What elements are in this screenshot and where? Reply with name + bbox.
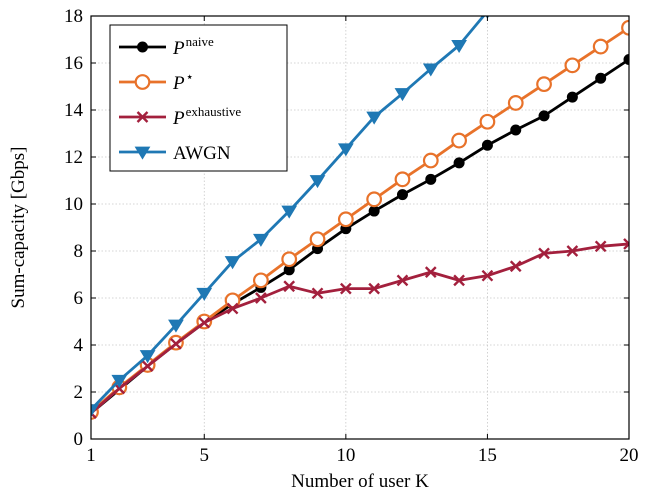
- data-point: [255, 292, 267, 304]
- data-point: [198, 316, 211, 329]
- data-point: [283, 280, 296, 293]
- data-point: [309, 175, 326, 189]
- y-tick-label: 4: [74, 335, 84, 356]
- data-point: [510, 124, 522, 136]
- data-point: [168, 319, 184, 333]
- legend-label-superscript: ⋆: [186, 69, 194, 84]
- axes: [90, 15, 630, 440]
- x-axis-title: Number of user K: [291, 471, 429, 492]
- data-point: [226, 302, 239, 315]
- data-point: [564, 57, 581, 74]
- x-tick-label: 20: [620, 445, 639, 466]
- data-point: [170, 337, 182, 350]
- y-tick-label: 2: [74, 382, 84, 403]
- legend-marker: [136, 111, 149, 123]
- data-point: [507, 95, 524, 111]
- data-point: [396, 189, 408, 201]
- legend-label-main: P: [172, 108, 185, 129]
- x-tick-label: 5: [200, 445, 210, 466]
- data-point: [422, 152, 439, 169]
- data-point: [451, 39, 467, 53]
- data-point: [595, 72, 607, 84]
- data-point: [337, 143, 354, 157]
- data-point: [368, 205, 380, 217]
- data-point: [311, 287, 324, 300]
- data-point: [623, 238, 629, 250]
- data-point: [538, 110, 550, 122]
- data-point: [481, 269, 494, 282]
- data-point: [538, 247, 550, 260]
- data-point: [224, 256, 241, 270]
- data-point: [368, 282, 381, 295]
- data-point: [281, 251, 298, 268]
- data-point: [592, 38, 609, 55]
- legend-marker: [137, 41, 148, 53]
- y-tick-label: 10: [64, 194, 83, 215]
- data-point: [453, 157, 465, 169]
- data-point: [196, 287, 213, 301]
- data-point: [281, 205, 298, 219]
- data-point: [141, 360, 154, 372]
- legend-label: P⋆: [172, 69, 194, 94]
- legend-marker: [134, 74, 151, 90]
- data-point: [481, 139, 493, 151]
- legend-label-superscript: naive: [186, 34, 214, 49]
- legend-label: Pnaive: [172, 34, 214, 59]
- data-point: [536, 76, 552, 93]
- data-point: [366, 111, 383, 125]
- x-tick-label: 1: [86, 445, 96, 466]
- legend-label: AWGN: [173, 143, 231, 164]
- data-point: [453, 274, 465, 287]
- y-tick-label: 16: [64, 53, 83, 74]
- legend-label-main: AWGN: [173, 143, 231, 164]
- y-axis-title: Sum-capacity [Gbps]: [8, 147, 29, 309]
- data-point: [566, 91, 578, 103]
- plot-series: [91, 16, 629, 420]
- legend-label-superscript: exhaustive: [186, 104, 242, 119]
- x-tick-label: 15: [478, 445, 497, 466]
- data-point: [451, 132, 468, 149]
- legend-label-main: P: [172, 73, 185, 94]
- y-tick-label: 18: [64, 6, 83, 27]
- data-point: [309, 231, 326, 248]
- data-point: [139, 350, 156, 364]
- y-tick-label: 8: [74, 241, 84, 262]
- x-tick-label: 10: [336, 445, 355, 466]
- data-point: [422, 63, 439, 77]
- data-point: [366, 191, 383, 208]
- data-point: [337, 211, 354, 228]
- data-point: [394, 88, 411, 102]
- plot-frame: [90, 15, 630, 440]
- data-point: [425, 173, 437, 185]
- data-point: [594, 240, 607, 253]
- y-tick-label: 14: [64, 100, 84, 121]
- data-point: [396, 274, 409, 287]
- y-tick-label: 0: [74, 429, 84, 450]
- data-point: [566, 245, 579, 257]
- data-point: [91, 404, 99, 418]
- data-point: [424, 266, 437, 278]
- legend-marker: [134, 146, 151, 160]
- data-point: [623, 53, 629, 65]
- y-tick-label: 12: [64, 147, 83, 168]
- data-point: [252, 272, 269, 289]
- series-2: [91, 238, 629, 419]
- series-3: [91, 16, 490, 418]
- data-point: [621, 19, 629, 36]
- data-point: [339, 282, 352, 295]
- data-point: [111, 374, 128, 388]
- data-point: [394, 171, 411, 188]
- legend-label: Pexhaustive: [172, 104, 241, 129]
- data-point: [509, 260, 522, 273]
- data-point: [479, 113, 496, 130]
- data-point: [253, 233, 269, 247]
- y-tick-label: 6: [74, 288, 84, 309]
- legend-label-main: P: [172, 38, 185, 59]
